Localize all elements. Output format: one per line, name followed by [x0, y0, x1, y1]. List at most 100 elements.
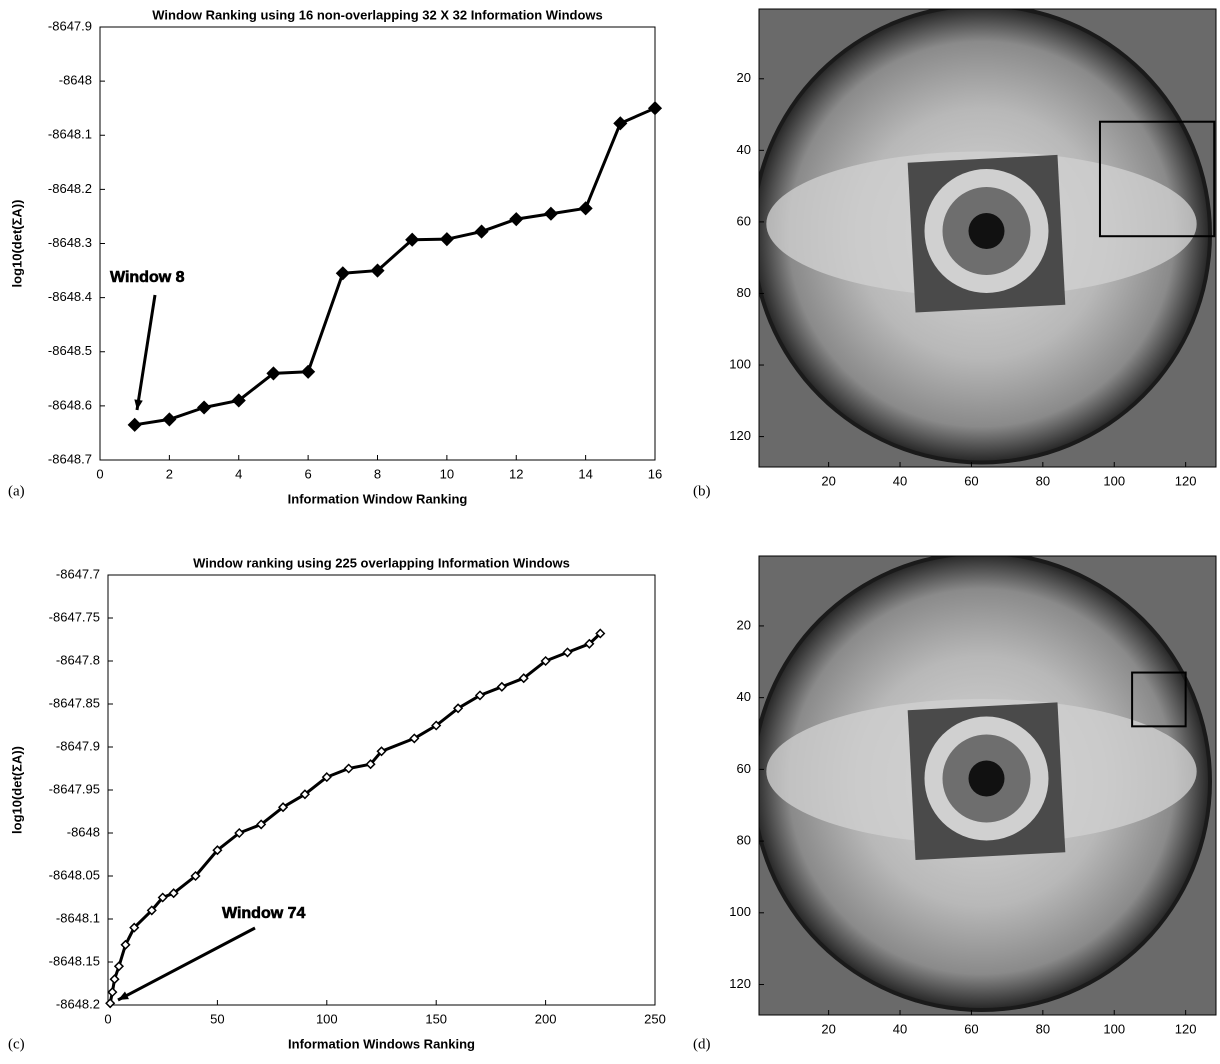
data-point: [120, 939, 131, 950]
data-point: [105, 998, 116, 1009]
panel-label: (a): [8, 483, 25, 499]
y-tick-label: 80: [737, 285, 751, 300]
y-tick-label: -8647.8: [56, 652, 100, 667]
x-tick-label: 80: [1036, 473, 1050, 488]
y-tick-label: -8648.2: [56, 996, 100, 1011]
image: [759, 556, 1216, 1015]
panel-label: (c): [8, 1036, 25, 1052]
y-tick-label: 40: [737, 142, 751, 157]
data-point: [409, 733, 420, 744]
x-tick-label: 60: [964, 1021, 978, 1036]
x-tick-label: 80: [1036, 1021, 1050, 1036]
y-tick-label: -8648.05: [49, 867, 100, 882]
x-tick-label: 10: [440, 466, 454, 481]
x-tick-label: 100: [1103, 1021, 1125, 1036]
data-point: [127, 417, 142, 432]
x-tick-label: 250: [644, 1011, 666, 1026]
annotation: Window 74: [222, 905, 306, 922]
window-box: [1131, 671, 1187, 728]
y-tick-label: -8648.2: [48, 181, 92, 196]
x-tick-label: 20: [821, 1021, 835, 1036]
y-tick-label: 120: [729, 428, 751, 443]
x-tick-label: 0: [104, 1011, 111, 1026]
y-tick-label: 120: [729, 976, 751, 991]
data-point: [509, 212, 524, 227]
x-tick-label: 50: [210, 1011, 224, 1026]
x-tick-label: 40: [893, 1021, 907, 1036]
x-tick-label: 14: [578, 466, 592, 481]
y-tick-label: -8647.7: [56, 566, 100, 581]
x-tick-label: 100: [316, 1011, 338, 1026]
data-point: [109, 974, 120, 985]
data-point: [335, 266, 350, 281]
data-point: [578, 201, 593, 216]
chart-title: Window Ranking using 16 non-overlapping …: [152, 7, 602, 22]
data-point: [256, 819, 267, 830]
x-tick-label: 120: [1175, 473, 1197, 488]
x-tick-label: 0: [96, 466, 103, 481]
data-point: [162, 412, 177, 427]
data-point: [431, 720, 442, 731]
y-tick-label: -8647.9: [56, 738, 100, 753]
data-point: [146, 905, 157, 916]
panel-label: (d): [693, 1036, 711, 1052]
data-point: [190, 870, 201, 882]
data-point: [540, 655, 551, 667]
y-tick-label: -8648: [59, 73, 92, 88]
y-tick-label: -8648.5: [48, 343, 92, 358]
y-tick-label: 100: [729, 904, 751, 919]
x-tick-label: 20: [821, 473, 835, 488]
y-tick-label: 100: [729, 356, 751, 371]
data-point: [613, 116, 628, 131]
data-point: [231, 393, 246, 408]
data-point: [168, 888, 179, 899]
y-tick-label: 20: [737, 70, 751, 85]
data-point: [647, 101, 663, 116]
x-tick-label: 6: [305, 466, 312, 481]
x-axis-label: Information Window Ranking: [288, 491, 468, 506]
data-point: [301, 364, 316, 379]
x-tick-label: 40: [893, 473, 907, 488]
data-point: [453, 703, 464, 714]
image: [759, 9, 1216, 467]
data-point: [584, 638, 595, 649]
y-tick-label: -8648.4: [48, 289, 92, 304]
center-hole: [968, 213, 1005, 249]
x-tick-label: 12: [509, 466, 523, 481]
data-point: [496, 681, 507, 692]
y-tick-label: -8647.9: [48, 18, 92, 33]
y-tick-label: 80: [737, 833, 751, 848]
center-hole: [968, 760, 1005, 797]
data-point: [343, 763, 354, 774]
y-tick-label: -8647.95: [49, 781, 100, 796]
y-tick-label: -8647.85: [49, 695, 100, 710]
axes-frame: [99, 26, 656, 461]
data-point: [234, 827, 245, 839]
arrow-head: [118, 991, 129, 1000]
data-point: [518, 673, 529, 684]
y-axis-label: log10(det(ΣA)): [9, 200, 24, 288]
y-axis-label: log10(det(ΣA)): [9, 746, 24, 834]
data-point: [197, 400, 212, 415]
y-tick-label: -8648: [67, 824, 100, 839]
data-point: [405, 232, 420, 247]
annotation-arrow: [135, 294, 157, 411]
data-point: [439, 232, 454, 247]
y-tick-label: -8648.6: [48, 397, 92, 412]
x-tick-label: 120: [1175, 1021, 1197, 1036]
y-tick-label: -8647.75: [49, 609, 100, 624]
y-tick-label: -8648.3: [48, 235, 92, 250]
y-tick-label: 60: [737, 761, 751, 776]
data-point: [376, 746, 387, 757]
data-point: [562, 647, 573, 658]
y-tick-label: 40: [737, 689, 751, 704]
axes-frame: [107, 574, 656, 1006]
data-point: [474, 224, 489, 239]
data-point: [370, 263, 385, 278]
x-tick-label: 100: [1103, 473, 1125, 488]
y-tick-label: -8648.7: [48, 451, 92, 466]
x-tick-label: 8: [374, 466, 381, 481]
x-tick-label: 4: [235, 466, 242, 481]
data-line: [134, 106, 656, 427]
